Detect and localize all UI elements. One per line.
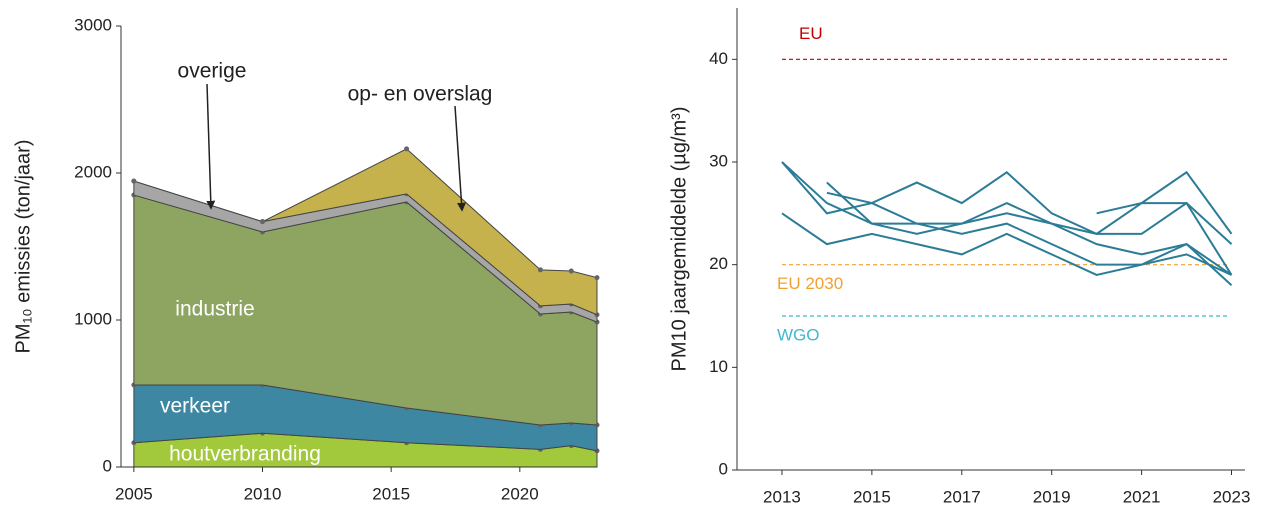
line [826,191,1232,276]
arrow [206,83,216,210]
y-tick-label: 30 [709,151,728,170]
x-tick-label: 2015 [372,484,410,503]
emissions-chart: houtverbranding verkeer industrie overige op… [12,15,600,503]
y-tick-label: 10 [709,357,728,376]
y-axis-label: PM₁₀ emissies (ton/jaar) [12,140,34,354]
vertex [594,275,600,281]
arrow [454,105,467,212]
concentration-chart: EU EU 2030 WGO 0 10 20 30 40 2013 2015 2017 2019 202… [668,8,1250,506]
reference-label: WGO [777,325,820,344]
series-label: industrie [175,298,254,321]
y-tick-label: 20 [709,254,728,273]
series-label: op- en overslag [348,83,493,106]
vertex [260,219,266,225]
vertex [404,146,410,152]
area [133,148,598,316]
vertex [537,267,543,273]
vertex [568,268,574,274]
line [1096,170,1233,235]
reference-label: EU [799,24,823,43]
x-tick-label: 2015 [853,487,891,506]
x-tick-label: 2021 [1123,487,1161,506]
line [781,161,1233,276]
x-tick-label: 2019 [1033,487,1071,506]
line [826,181,1233,276]
x-tick-label: 2010 [244,484,282,503]
vertex [131,178,137,184]
y-tick-label: 0 [103,456,112,475]
x-tick-label: 2023 [1213,487,1251,506]
x-tick-label: 2005 [115,484,153,503]
line [781,161,1233,245]
y-tick-label: 2000 [74,162,112,181]
y-tick-label: 40 [709,49,728,68]
y-tick-label: 1000 [74,309,112,328]
series-label: houtverbranding [169,443,321,466]
reference-label: EU 2030 [777,274,843,293]
series-label: overige [178,60,247,83]
y-axis-label: PM10 jaargemiddelde (µg/m³) [668,107,690,372]
y-tick-label: 0 [719,459,728,478]
x-tick-label: 2017 [943,487,981,506]
x-tick-label: 2013 [763,487,801,506]
line [781,212,1233,286]
x-tick-label: 2020 [501,484,539,503]
y-tick-label: 3000 [74,15,112,34]
series-label: verkeer [160,395,230,418]
